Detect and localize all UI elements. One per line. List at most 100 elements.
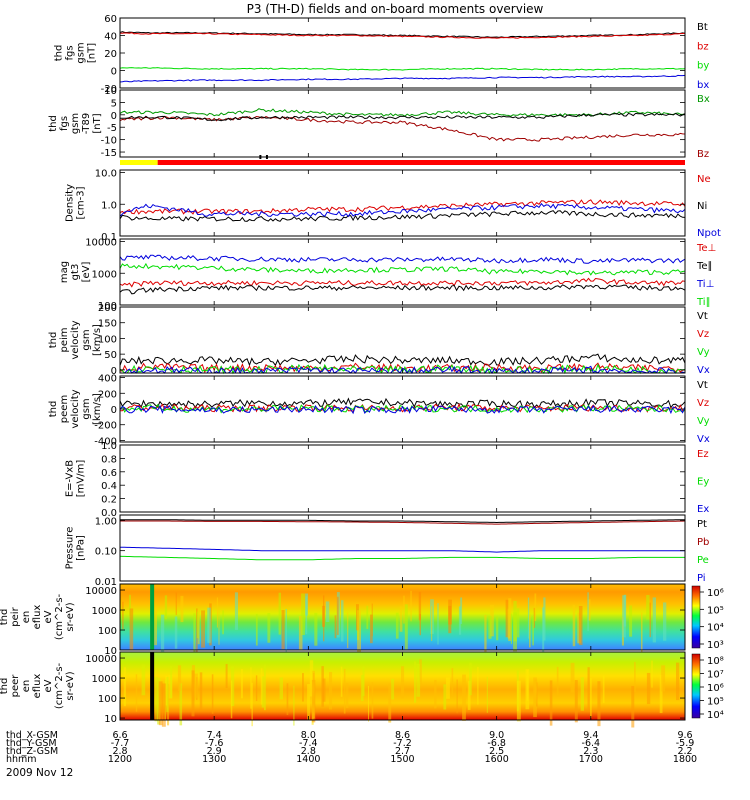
series-line-Bt	[119, 31, 686, 38]
spectrogram-streak	[534, 679, 538, 704]
series-line-Te∥	[119, 284, 686, 295]
series-line-unnamed	[119, 112, 686, 122]
legend-label: Ne	[697, 174, 711, 185]
y-tick-label: 0.8	[101, 454, 117, 465]
spectrogram-streak	[416, 663, 421, 697]
series-line-Ni	[119, 210, 686, 222]
data-gap	[150, 584, 155, 650]
ephemeris-value: 1700	[579, 754, 603, 765]
spectrogram-streak	[661, 665, 666, 692]
colorbar	[691, 585, 701, 649]
spectrogram-streak	[534, 593, 537, 622]
spectrogram-streak	[281, 610, 285, 650]
spectrogram-streak	[496, 616, 499, 641]
spectrogram-streak	[230, 680, 233, 719]
y-tick-label: 10000	[85, 238, 117, 249]
spectrogram-streak	[191, 670, 195, 717]
flag-marker	[259, 155, 262, 159]
legend-label: Vz	[697, 329, 709, 340]
spectrogram-streak	[395, 612, 399, 639]
spectrogram-fill	[120, 584, 685, 650]
spectrogram-streak	[676, 662, 680, 701]
spectrogram-streak	[166, 676, 169, 712]
ephemeris-value: -7.6	[205, 738, 224, 749]
ephemeris-value: 9.0	[489, 730, 504, 741]
spectrogram-streak	[346, 683, 349, 709]
spectrogram-streak	[371, 682, 374, 719]
panel-6: Vt Vz Vy Vx 400 200 0 -200 -400 thdpeemvelocitygs…	[48, 374, 710, 448]
spectrogram-streak	[255, 613, 258, 646]
series-line-Pt	[120, 519, 685, 524]
spectrogram-streak	[532, 615, 534, 646]
spectrogram-streak	[622, 595, 626, 638]
series-line-Npot	[119, 202, 686, 218]
spectrogram-streak	[211, 674, 214, 714]
series-line-Vz	[120, 402, 686, 413]
spectrogram-streak	[293, 685, 295, 726]
ephemeris-value: 1400	[296, 754, 320, 765]
spectrogram-streak	[587, 667, 590, 710]
y-tick-label: -15	[101, 148, 117, 159]
spectrogram-streak	[458, 606, 462, 635]
spectrogram-streak	[196, 608, 198, 652]
spectrogram-streak	[154, 676, 158, 722]
spectrogram-streak	[165, 675, 168, 706]
spectrogram-streak	[505, 599, 509, 638]
y-tick-label: -400	[94, 436, 117, 447]
flag-yellow	[120, 160, 158, 165]
spectrogram-streak	[529, 614, 531, 648]
legend-label: Pe	[697, 555, 709, 566]
spectrogram-streak	[570, 662, 575, 693]
legend-label: Pi	[697, 573, 706, 584]
spectrogram-streak	[298, 615, 303, 651]
y-tick-label: 100	[98, 334, 117, 345]
colorbar-tick-label: 10⁷	[707, 670, 724, 681]
y-tick-label: 0	[111, 405, 117, 416]
y-axis-label: thdpeemvelocitygsm[km/s]	[48, 389, 103, 428]
spectrogram-streak	[488, 615, 492, 639]
spectrogram-streak	[516, 680, 521, 722]
ephemeris-value: 2.3	[583, 746, 598, 757]
spectrogram-streak	[260, 668, 263, 705]
spectrogram-streak	[590, 678, 592, 718]
spectrogram-streak	[170, 666, 173, 699]
series-line-Bx	[119, 108, 686, 117]
legend-label: Te⊥	[696, 243, 716, 254]
spectrogram-streak	[556, 666, 559, 697]
legend-label: Ti⊥	[696, 279, 714, 290]
y-tick-label: 0	[111, 67, 117, 78]
y-tick-label: 0.01	[95, 577, 117, 588]
y-tick-label: 1000	[92, 269, 117, 280]
plot-frame	[119, 514, 686, 582]
series-line-Pe	[119, 555, 685, 561]
spectrogram-streak	[434, 679, 437, 709]
spectrogram-streak	[510, 613, 512, 645]
flag-marker	[265, 155, 268, 159]
spectrogram-streak	[174, 616, 178, 649]
spectrogram-streak	[652, 597, 656, 643]
legend-label: Ex	[697, 504, 709, 515]
spectrogram-streak	[602, 675, 605, 703]
spectrogram-streak	[164, 595, 168, 620]
spectrogram-streak	[446, 677, 450, 699]
spectrogram-streak	[587, 592, 589, 632]
spectrogram-streak	[175, 592, 177, 615]
ephemeris-value: 6.6	[112, 730, 127, 741]
spectrogram-streak	[360, 675, 364, 702]
legend-label: Bz	[697, 149, 709, 160]
spectrogram-streak	[201, 610, 205, 648]
y-tick-label: 1.00	[95, 516, 117, 527]
ephemeris-value: 2.8	[112, 746, 127, 757]
series-line-Ti∥	[119, 262, 686, 276]
spectrogram-streak	[264, 664, 266, 711]
legend-label: Pt	[697, 519, 707, 530]
spectrogram-streak	[179, 683, 183, 726]
spectrogram-streak	[141, 664, 146, 696]
spectrogram-streak	[322, 605, 325, 627]
spectrogram-streak	[222, 610, 224, 635]
spectrogram-streak	[123, 667, 126, 707]
y-axis-label: thdfgsgsm[nT]	[54, 42, 98, 63]
legend-label: bx	[697, 80, 709, 91]
spectrogram-streak	[177, 665, 182, 691]
spectrogram-streak	[525, 669, 530, 710]
